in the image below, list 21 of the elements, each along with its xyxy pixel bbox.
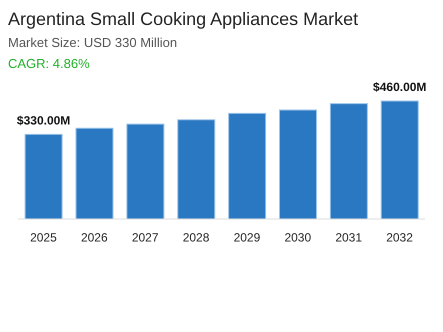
x-tick-label: 2032 [386, 230, 414, 245]
bar [76, 128, 114, 220]
x-tick-label: 2025 [30, 230, 58, 245]
bar [177, 119, 216, 220]
text: CAGR: 4.86% [8, 56, 91, 71]
x-tick-label: 2026 [80, 230, 108, 245]
chart-title: Argentina Small Cooking Appliances Market [8, 8, 360, 30]
bar [330, 103, 368, 220]
data-label: $330.00M [16, 113, 70, 128]
bar [279, 109, 317, 220]
x-tick-label: 2030 [284, 230, 312, 245]
x-tick-label: 2031 [335, 230, 362, 245]
x-tick-label: 2028 [182, 230, 210, 245]
data-label: $460.00M [373, 80, 426, 94]
x-tick-label: 2029 [234, 230, 261, 245]
bar [126, 124, 164, 220]
chart-subtitle: Market Size: USD 330 Million [8, 35, 178, 50]
bar [24, 134, 63, 220]
x-tick-label: 2027 [132, 230, 159, 245]
bar [380, 100, 419, 220]
bar [228, 112, 266, 220]
